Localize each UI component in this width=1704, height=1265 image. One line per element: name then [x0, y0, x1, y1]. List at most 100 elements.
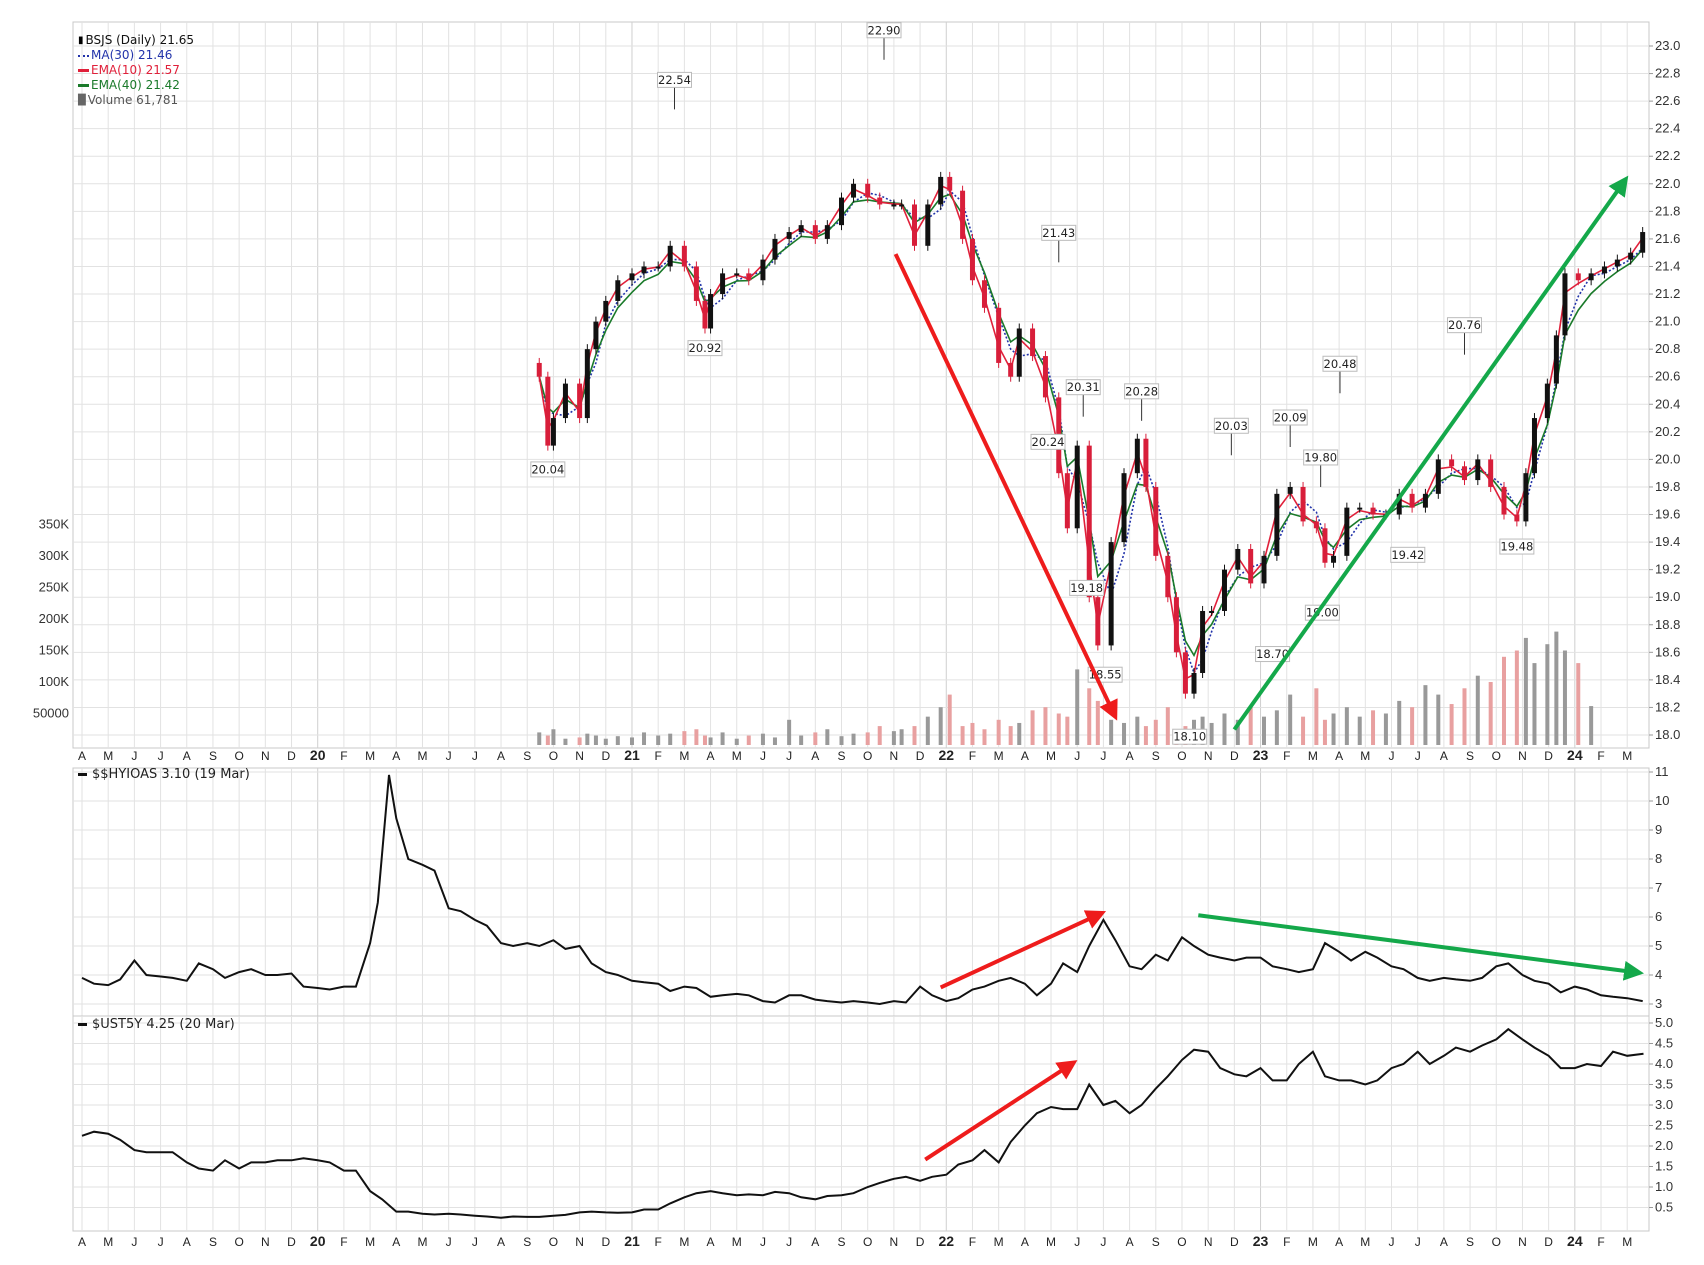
x-tick-label: 24	[1567, 1233, 1583, 1249]
price-candle	[947, 176, 953, 191]
price-candle	[1331, 555, 1337, 563]
volume-bar	[629, 737, 634, 745]
volume-bar	[1371, 710, 1376, 745]
annotation-label: 20.03	[1215, 419, 1248, 433]
x-tick-label: F	[655, 749, 662, 763]
annotation-label: 19.80	[1304, 450, 1337, 464]
x-tick-label: 20	[310, 1233, 326, 1249]
x-tick-label: A	[392, 1235, 400, 1249]
trend-arrow-red	[939, 910, 1107, 990]
price-candle	[1531, 418, 1537, 474]
x-tick-label: D	[1544, 749, 1553, 763]
x-tick-label: O	[549, 1235, 558, 1249]
volume-bar	[1554, 631, 1559, 745]
volume-bar	[1514, 650, 1519, 745]
volume-bar	[787, 719, 792, 745]
annotation-box	[1446, 317, 1482, 334]
x-tick-label: A	[183, 749, 191, 763]
x-tick-label: J	[1389, 1235, 1395, 1249]
annotation-box	[1303, 449, 1339, 466]
y-tick-label: 6	[1655, 909, 1662, 924]
price-candle	[593, 321, 599, 350]
volume-bar	[668, 733, 673, 745]
ema40-swatch	[78, 84, 89, 87]
price-candle	[1300, 486, 1306, 522]
x-tick-label: F	[340, 1235, 347, 1249]
x-tick-label: A	[707, 749, 715, 763]
annotation-box	[1069, 579, 1105, 596]
price-annotation: 20.03	[1213, 417, 1249, 456]
price-annotation: 20.09	[1272, 409, 1308, 447]
x-tick-label: M	[994, 1235, 1004, 1249]
volume-bar	[1475, 675, 1480, 745]
legend-volume: █ Volume 61,781	[78, 93, 179, 107]
annotation-label: 22.54	[658, 73, 691, 87]
x-tick-label: N	[890, 1235, 899, 1249]
x-tick-label: A	[1126, 1235, 1134, 1249]
annotation-label: 20.04	[531, 462, 564, 476]
x-tick-label: F	[969, 749, 976, 763]
x-tick-label: S	[1152, 749, 1160, 763]
volume-bar	[1397, 700, 1402, 745]
x-tick-label: A	[78, 749, 86, 763]
volume-bar	[813, 732, 818, 745]
volume-bar	[537, 732, 542, 745]
x-tick-label: S	[1466, 1235, 1474, 1249]
volume-bar	[1143, 726, 1148, 745]
price-candle	[1143, 438, 1149, 487]
annotation-label: 20.76	[1448, 318, 1481, 332]
annotation-box	[1499, 538, 1535, 555]
y-tick-label: 10	[1655, 793, 1669, 808]
y-tick-label: 21.4	[1655, 258, 1680, 273]
volume-bar	[1410, 707, 1415, 745]
annotation-box	[1390, 546, 1426, 563]
price-candle	[1086, 445, 1092, 598]
hyioas-label: $$HYIOAS 3.10 (19 Mar)	[78, 767, 250, 782]
x-tick-label: O	[863, 749, 872, 763]
x-tick-label: M	[417, 749, 427, 763]
volume-bar	[1043, 707, 1048, 745]
volume-bar	[1095, 700, 1100, 745]
price-candle	[938, 176, 944, 205]
x-tick-label: M	[1046, 749, 1056, 763]
y-tick-label: 19.6	[1655, 507, 1680, 522]
price-annotation: 20.28	[1124, 383, 1160, 421]
price-candle	[996, 307, 1002, 363]
panel-0	[72, 21, 1653, 749]
x-tick-label: 22	[938, 747, 954, 763]
volume-tick-label: 350K	[39, 517, 70, 532]
x-tick-label: F	[340, 749, 347, 763]
panel-frame	[72, 1015, 1650, 1232]
y-tick-label: 23.0	[1655, 38, 1680, 53]
volume-bar	[702, 735, 707, 745]
x-tick-label: D	[1230, 1235, 1239, 1249]
volume-bar	[720, 732, 725, 745]
y-tick-label: 22.6	[1655, 93, 1680, 108]
price-candle	[981, 280, 987, 308]
price-candle	[1435, 459, 1441, 494]
x-tick-label: S	[209, 1235, 217, 1249]
volume-tick-label: 50000	[33, 706, 69, 721]
y-tick-label: 1.5	[1655, 1159, 1673, 1174]
x-tick-label: N	[261, 1235, 270, 1249]
ma30-swatch	[78, 54, 89, 57]
x-tick-label: M	[1360, 749, 1370, 763]
y-tick-label: 20.2	[1655, 424, 1680, 439]
annotation-box	[1030, 433, 1066, 450]
price-candle	[1396, 493, 1402, 515]
x-tick-label: N	[1204, 1235, 1213, 1249]
panel-1	[72, 767, 1653, 1017]
price-candle	[1488, 459, 1494, 487]
x-tick-label: A	[1021, 749, 1029, 763]
volume-bar	[682, 731, 687, 745]
price-candle	[1588, 273, 1594, 281]
y-tick-label: 21.6	[1655, 231, 1680, 246]
x-tick-label: F	[969, 1235, 976, 1249]
price-candle	[1221, 569, 1227, 611]
trend-arrow-green	[1198, 913, 1644, 981]
x-tick-label: M	[1622, 1235, 1632, 1249]
x-tick-label: J	[1389, 749, 1395, 763]
price-candle	[865, 183, 871, 198]
x-tick-label: D	[287, 1235, 296, 1249]
price-candle	[925, 204, 931, 246]
